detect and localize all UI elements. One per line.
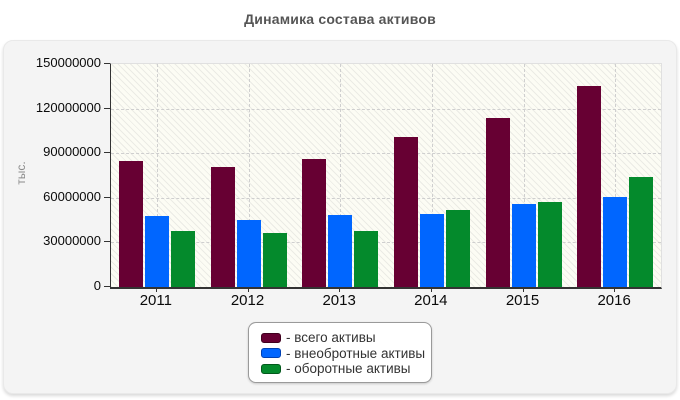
legend-label: - всего активы: [286, 330, 376, 345]
bar-2013-series1: [302, 159, 327, 287]
bar-2015-series1: [485, 118, 510, 287]
bar-2014-series3: [445, 210, 470, 287]
legend-swatch-series3: [261, 363, 281, 374]
y-tick-label: 60000000: [43, 188, 101, 204]
plot-area: [110, 63, 662, 289]
x-tick-label: 2013: [322, 292, 356, 309]
legend-label: - оборотные активы: [286, 361, 411, 376]
bar-2012-series1: [210, 167, 235, 287]
bar-2015-series2: [511, 203, 536, 287]
legend-swatch-series1: [261, 332, 281, 343]
x-tick-mark: [339, 286, 341, 292]
bar-2013-series2: [328, 214, 353, 287]
x-tick-mark: [614, 286, 616, 292]
y-tick-mark: [104, 107, 110, 109]
legend-item: - внеобротные активы: [261, 346, 425, 361]
y-tick-label: 120000000: [35, 99, 101, 115]
y-tick-mark: [104, 286, 110, 287]
y-tick-mark: [104, 241, 110, 243]
x-tick-label: 2015: [505, 292, 540, 309]
bar-2016-series1: [577, 86, 602, 287]
horizontal-gridline: [111, 197, 661, 199]
y-tick-label: 150000000: [35, 55, 101, 70]
legend: - всего активы - внеобротные активы - обор…: [248, 322, 432, 383]
y-tick-label: 0: [93, 278, 101, 293]
legend-item: - оборотные активы: [261, 361, 421, 376]
bar-2011-series1: [118, 160, 143, 287]
bar-2014-series1: [393, 136, 418, 287]
bar-2016-series3: [629, 177, 654, 287]
x-tick-label: 2014: [414, 292, 448, 309]
chart-title: Динамика состава активов: [244, 11, 436, 27]
x-tick-mark: [430, 286, 432, 292]
y-tick-mark: [104, 152, 110, 154]
legend-item: - всего активы: [261, 330, 421, 345]
bar-2016-series2: [603, 197, 628, 287]
y-tick-mark: [104, 63, 110, 64]
horizontal-gridline: [111, 242, 661, 244]
x-tick-label: 2012: [230, 292, 265, 309]
bar-2012-series3: [262, 233, 287, 287]
bar-2015-series3: [537, 201, 562, 287]
vertical-gridline: [156, 64, 158, 287]
x-tick-mark: [522, 286, 524, 292]
vertical-gridline: [431, 64, 433, 287]
x-tick-mark: [247, 286, 249, 292]
x-tick-label: 2016: [597, 292, 631, 309]
bar-2014-series2: [419, 213, 444, 287]
y-axis-title: тыс.: [14, 161, 28, 185]
y-tick-label: 30000000: [43, 233, 101, 249]
y-tick-mark: [104, 196, 110, 198]
bar-2013-series3: [354, 230, 379, 287]
vertical-gridline: [248, 64, 250, 287]
x-tick-label: 2011: [139, 292, 172, 309]
vertical-gridline: [615, 64, 617, 287]
horizontal-gridline: [111, 153, 661, 155]
vertical-gridline: [340, 64, 342, 287]
x-tick-mark: [155, 286, 157, 292]
legend-swatch-series2: [261, 348, 281, 358]
bar-2012-series2: [236, 220, 261, 287]
legend-label: - внеобротные активы: [286, 345, 426, 361]
y-tick-label: 90000000: [43, 144, 101, 160]
bar-2011-series3: [170, 231, 195, 287]
horizontal-gridline: [111, 108, 661, 110]
vertical-gridline: [523, 64, 525, 287]
bar-2011-series2: [144, 215, 169, 287]
